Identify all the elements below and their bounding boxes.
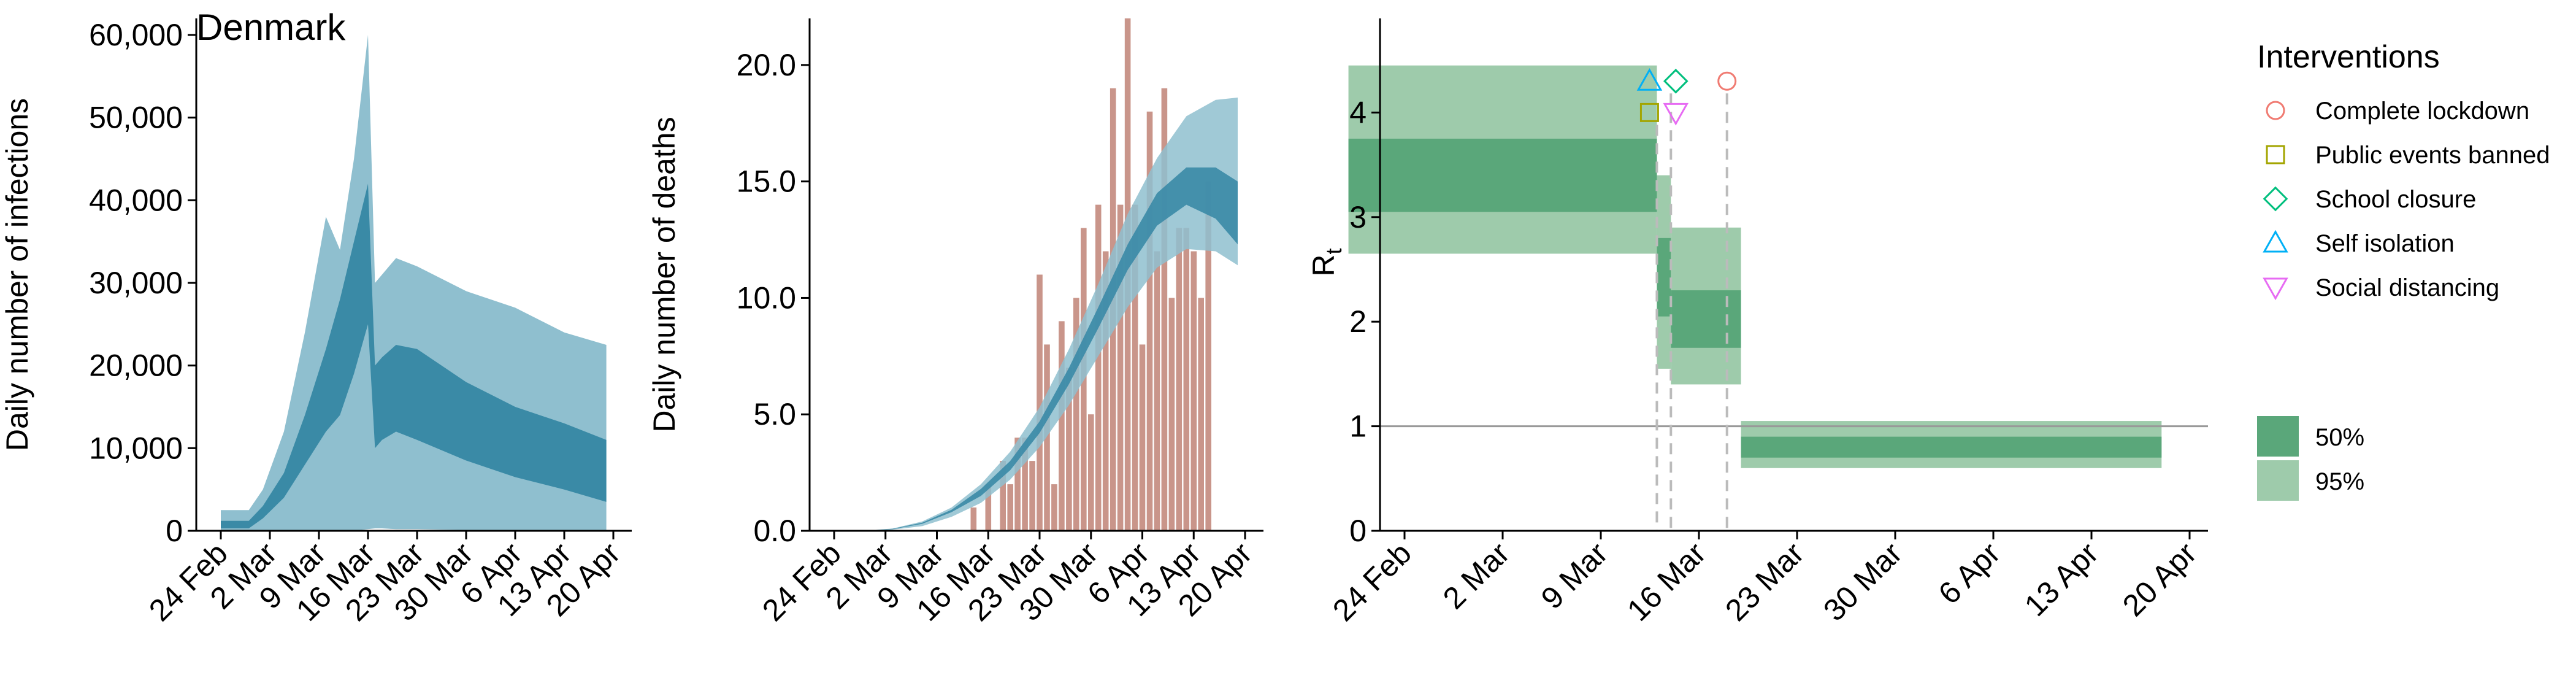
y-tick-label: 5.0 [753, 397, 796, 431]
y-axis-title-subscript: t [1321, 248, 1346, 254]
panel-title: Denmark [196, 7, 346, 48]
legend-swatch [2257, 460, 2299, 501]
legend-label: Public events banned [2315, 142, 2550, 169]
y-tick-label: 10,000 [89, 431, 183, 465]
death-bar [1007, 484, 1013, 531]
panel-1: 010,00020,00030,00040,00050,00060,00024 … [0, 7, 632, 628]
death-bar [1044, 344, 1050, 531]
x-tick-label: 13 Apr [2018, 536, 2105, 623]
intervention-marker [1639, 102, 1659, 122]
legend-marker [2263, 277, 2288, 301]
death-bar [1132, 204, 1138, 531]
y-axis-title-main: R [1306, 254, 1341, 276]
death-bar [1117, 204, 1124, 531]
infections-band-50 [221, 183, 607, 528]
death-bar [1102, 251, 1109, 531]
legend-ci-item: 50% [2257, 416, 2364, 457]
death-bar [1161, 88, 1168, 531]
death-bar [1168, 298, 1175, 531]
x-tick-label: 16 Mar [1620, 536, 1712, 628]
rt-ci50 [1657, 237, 1671, 317]
death-bar [1088, 414, 1094, 531]
y-tick-label: 30,000 [89, 266, 183, 300]
death-bar [1190, 251, 1197, 531]
legend-item: Social distancing [2263, 274, 2499, 301]
death-bar [1176, 228, 1183, 531]
death-bar [1014, 438, 1021, 531]
intervention-marker [1717, 71, 1737, 91]
legend-item: Complete lockdown [2266, 98, 2529, 125]
intervention-marker [1636, 68, 1663, 91]
death-bar [1154, 251, 1160, 531]
death-bar [1146, 111, 1153, 531]
death-bar [1183, 228, 1190, 531]
y-tick-label: 20.0 [737, 48, 796, 82]
legend-marker [2263, 230, 2288, 253]
panel-3: 0 1 2 3 4 24 Feb 2 Mar 9 Mar 16 Mar 23 Mar 30 Mar 6… [1306, 18, 2208, 628]
y-tick-label: 10.0 [737, 280, 796, 315]
x-tick-label: 9 Mar [1535, 536, 1614, 615]
y-tick-label: 4 [1349, 95, 1367, 129]
legend-item: Self isolation [2263, 230, 2455, 257]
legend-marker [2266, 101, 2285, 120]
x-tick-label: 24 Feb [1326, 536, 1418, 628]
y-tick-label: 3 [1349, 200, 1367, 234]
y-axis-title: Daily number of infections [0, 98, 34, 451]
death-bar [1066, 368, 1072, 531]
legend-marker [2263, 186, 2288, 212]
legend-title: Interventions [2257, 39, 2440, 75]
death-bar [1022, 438, 1028, 531]
rt-ci50 [1671, 290, 1741, 348]
y-tick-label: 15.0 [737, 164, 796, 199]
y-axis-title: Rt [1306, 248, 1346, 276]
legend-label: School closure [2315, 186, 2476, 213]
x-tick-label: 30 Mar [1817, 536, 1909, 628]
death-bar [1139, 344, 1146, 531]
y-tick-label: 2 [1349, 304, 1367, 339]
intervention-marker [1663, 102, 1689, 126]
death-bar [1029, 461, 1035, 531]
y-tick-label: 1 [1349, 409, 1367, 444]
death-bar [1051, 484, 1057, 531]
y-axis-title: Daily number of deaths [647, 117, 681, 432]
x-tick-label: 6 Apr [1932, 536, 2007, 611]
legend-label: Complete lockdown [2315, 98, 2529, 125]
intervention-marker [1663, 68, 1689, 94]
y-tick-label: 60,000 [89, 18, 183, 52]
legend-item: Public events banned [2266, 142, 2550, 169]
death-bar [1095, 204, 1102, 531]
death-bar [1198, 298, 1204, 531]
y-tick-label: 0 [166, 514, 183, 548]
death-bar [1037, 274, 1043, 531]
death-bar [970, 507, 977, 531]
y-tick-label: 0 [1349, 514, 1367, 548]
y-tick-label: 0.0 [753, 514, 796, 548]
death-bar [985, 484, 992, 531]
deaths-band-95 [863, 98, 1238, 531]
death-bar [1000, 461, 1006, 531]
death-bar [1073, 298, 1079, 531]
legend: Interventions Complete lockdown Public eve… [2257, 39, 2550, 501]
legend-label: 50% [2315, 424, 2364, 451]
x-tick-label: 20 Apr [2116, 536, 2203, 623]
legend-label: 95% [2315, 468, 2364, 495]
legend-label: Self isolation [2315, 230, 2455, 257]
legend-label: Social distancing [2315, 274, 2499, 301]
legend-item: School closure [2263, 186, 2476, 213]
death-bar [1059, 321, 1065, 531]
legend-ci-item: 95% [2257, 460, 2364, 501]
x-tick-label: 23 Mar [1719, 536, 1811, 628]
y-tick-label: 50,000 [89, 101, 183, 135]
death-bar [1205, 181, 1211, 531]
rt-ci50 [1741, 436, 2162, 458]
y-tick-label: 20,000 [89, 349, 183, 383]
y-tick-label: 40,000 [89, 183, 183, 217]
legend-swatch [2257, 416, 2299, 457]
x-tick-label: 2 Mar [1436, 536, 1516, 615]
rt-ci50 [1348, 138, 1657, 212]
deaths-band-50 [863, 167, 1238, 531]
legend-marker [2266, 145, 2285, 164]
